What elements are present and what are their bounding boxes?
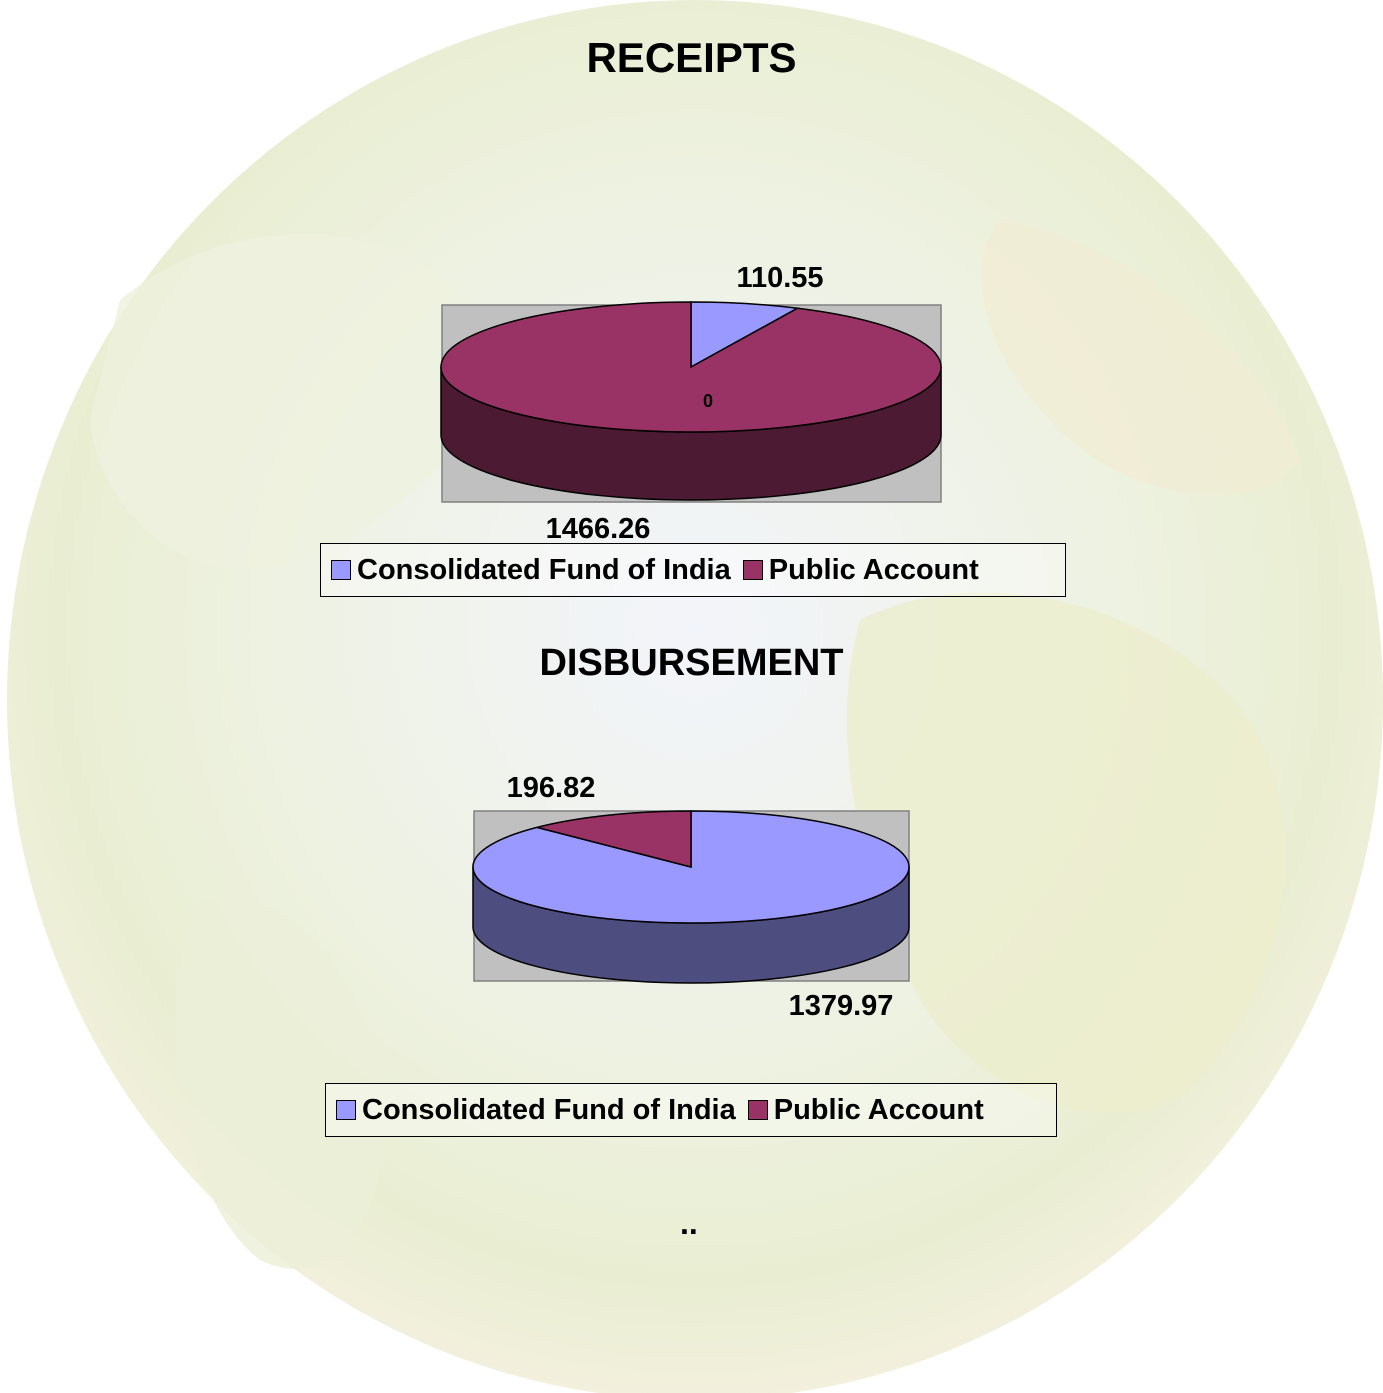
data-label: 1466.26 <box>546 513 651 545</box>
receipts-title: RECEIPTS <box>586 34 797 81</box>
data-label: 0 <box>703 391 713 411</box>
legend-item: Public Account <box>747 1093 984 1127</box>
legend-item: Public Account <box>742 553 979 587</box>
data-label: 1379.97 <box>789 990 894 1022</box>
disbursement-title: DISBURSEMENT <box>539 642 844 684</box>
legend-swatch <box>331 560 351 580</box>
landmass-shape <box>981 220 1300 495</box>
legend-swatch <box>336 1100 356 1120</box>
receipts-legend: Consolidated Fund of India Public Accoun… <box>320 543 1066 597</box>
pie-slice-1 <box>440 301 942 433</box>
legend-label: Public Account <box>773 1093 984 1126</box>
landmass-shape <box>175 896 384 1269</box>
legend-label: Consolidated Fund of India <box>357 553 731 586</box>
legend-swatch <box>742 560 763 580</box>
data-label: 110.55 <box>736 262 823 294</box>
data-label: 196.82 <box>507 772 596 804</box>
pie-slice-1 <box>536 810 692 868</box>
receipts-pie-chart: 110.55 1466.26 0 <box>440 262 942 545</box>
pie-slice-0 <box>690 301 800 369</box>
legend-label: Consolidated Fund of India <box>362 1093 736 1126</box>
legend-item: Consolidated Fund of India <box>331 554 731 587</box>
legend-swatch <box>747 1100 768 1120</box>
legend-item: Consolidated Fund of India <box>336 1094 736 1127</box>
landmass-shape <box>90 234 488 571</box>
footer-dots: .. <box>680 1205 698 1241</box>
disbursement-legend: Consolidated Fund of India Public Accoun… <box>325 1083 1057 1137</box>
landmass-shape <box>846 592 1285 1113</box>
disbursement-pie-chart: 196.82 1379.97 <box>472 772 910 1022</box>
legend-label: Public Account <box>768 553 979 586</box>
